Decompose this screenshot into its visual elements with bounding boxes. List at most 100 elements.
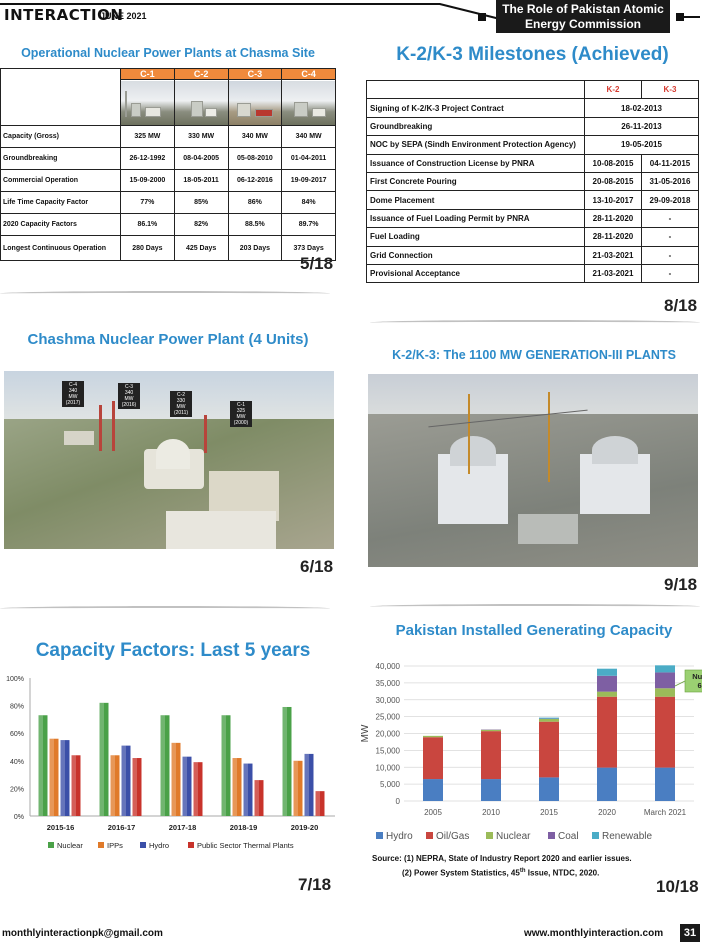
stack-renewable: [597, 668, 617, 676]
cell: 19-09-2017: [281, 169, 336, 192]
legend-label: Oil/Gas: [436, 831, 469, 842]
row-label: Groundbreaking: [366, 116, 585, 137]
cell: 13-10-2017: [584, 190, 642, 210]
bar-nuclear: [38, 715, 48, 816]
bar-highlight: [160, 715, 165, 816]
header-square-right: [676, 13, 684, 21]
stack-oil-gas: [655, 696, 675, 768]
k2k3-construction-photo: [368, 374, 698, 567]
stack-hydro: [655, 767, 675, 801]
row-label: 2020 Capacity Factors: [0, 213, 121, 236]
cell: -: [641, 245, 699, 265]
table-corner: [366, 79, 585, 100]
divider: [0, 606, 330, 611]
cell: 21-03-2021: [584, 263, 642, 284]
cell: 373 Days: [281, 235, 336, 261]
unit-tag-c2: C-2 330 MW (2011): [170, 391, 192, 417]
unit-tag-c4: C-4 340 MW (2017): [62, 381, 84, 407]
milestones-table: K-2 K-3 Signing of K-2/K-3 Project Contr…: [366, 79, 699, 284]
bar-ipps: [110, 755, 120, 816]
slide-number: 8/18: [664, 296, 698, 315]
cell: 28-11-2020: [584, 227, 642, 247]
bar-highlight: [110, 755, 115, 816]
bar-highlight: [315, 791, 320, 816]
source-line-1: Source: (1) NEPRA, State of Industry Rep…: [372, 854, 632, 863]
bar-public-sector-thermal-plants: [132, 758, 142, 816]
installed-capacity-chart: 0 5,000 10,000 15,000 20,000 25,000 30,000 35,0…: [360, 662, 702, 842]
stack-oil-gas: [597, 696, 617, 768]
bar-hydro: [304, 753, 314, 816]
legend-label: Renewable: [602, 831, 652, 842]
bar-ipps: [49, 738, 59, 816]
cell: 203 Days: [227, 235, 283, 261]
stack-renewable: [539, 717, 559, 719]
cell: 01-04-2011: [281, 147, 336, 170]
legend-swatch: [486, 832, 493, 839]
row-label: Capacity (Gross): [0, 125, 121, 148]
cell: 08-04-2005: [173, 147, 229, 170]
cell: 21-03-2021: [584, 245, 642, 265]
cell: 28-11-2020: [584, 208, 642, 229]
legend-swatch: [48, 842, 54, 848]
cell: 04-11-2015: [641, 153, 699, 173]
bar-highlight: [60, 740, 65, 816]
bar-nuclear: [221, 715, 231, 816]
bar-highlight: [193, 762, 198, 816]
divider: [370, 604, 700, 609]
row-label: First Concrete Pouring: [366, 171, 585, 192]
slide7-title: Capacity Factors: Last 5 years: [35, 640, 311, 661]
stack-oil-gas: [539, 721, 559, 778]
y-tick-label: 15,000: [376, 746, 401, 755]
column-header: K-2: [584, 79, 642, 100]
footer-website[interactable]: www.monthlyinteraction.com: [524, 928, 664, 939]
y-tick-label: 30,000: [376, 696, 401, 705]
slide-number: 7/18: [298, 875, 332, 894]
slide9-title: K-2/K-3: The 1100 MW GENERATION-III PLAN…: [392, 348, 676, 362]
legend-swatch: [140, 842, 146, 848]
bar-highlight: [132, 758, 137, 816]
bar-highlight: [221, 715, 226, 816]
y-axis-label: MW: [360, 724, 371, 742]
y-tick-label: 80%: [10, 704, 24, 711]
header-rule: [0, 3, 440, 5]
stack-nuclear: [423, 735, 443, 738]
bar-highlight: [232, 758, 237, 816]
bar-hydro: [121, 745, 131, 816]
footer-email[interactable]: monthlyinteractionpk@gmail.com: [2, 928, 163, 939]
row-label: Life Time Capacity Factor: [0, 191, 121, 214]
y-tick-label: 35,000: [376, 679, 401, 688]
cell: 88.5%: [227, 213, 283, 236]
y-tick-label: 40,000: [376, 662, 401, 671]
slide5-title: Operational Nuclear Power Plants at Chas…: [21, 46, 315, 60]
bar-nuclear: [282, 706, 292, 816]
header-dash-right: [684, 16, 700, 18]
bar-public-sector-thermal-plants: [193, 762, 203, 816]
cell: 340 MW: [281, 125, 336, 148]
cell: -: [641, 263, 699, 284]
bar-highlight: [38, 715, 43, 816]
cell: 340 MW: [227, 125, 283, 148]
bar-highlight: [182, 756, 187, 816]
stack-oil-gas: [423, 737, 443, 780]
row-label: Provisional Acceptance: [366, 263, 585, 284]
cell: 425 Days: [173, 235, 229, 261]
bar-highlight: [99, 702, 104, 816]
slide-number: 10/18: [656, 877, 699, 896]
y-tick-label: 0: [396, 797, 401, 806]
x-tick-label: 2020: [598, 808, 616, 817]
legend-swatch: [376, 832, 383, 839]
cell: -: [641, 227, 699, 247]
x-tick-label: March 2021: [644, 808, 687, 817]
column-header: K-3: [641, 79, 699, 100]
legend-swatch: [426, 832, 433, 839]
cell: 325 MW: [120, 125, 175, 148]
y-tick-label: 100%: [6, 676, 24, 683]
x-tick-label: 2016-17: [108, 823, 136, 832]
stack-renewable: [655, 665, 675, 673]
legend-swatch: [592, 832, 599, 839]
bar-public-sector-thermal-plants: [254, 780, 264, 816]
slide-number: 9/18: [664, 575, 698, 594]
x-tick-label: 2019-20: [291, 823, 319, 832]
slide8-title: K-2/K-3 Milestones (Achieved): [396, 44, 669, 65]
issue-date: JUNE 2021: [100, 11, 147, 21]
